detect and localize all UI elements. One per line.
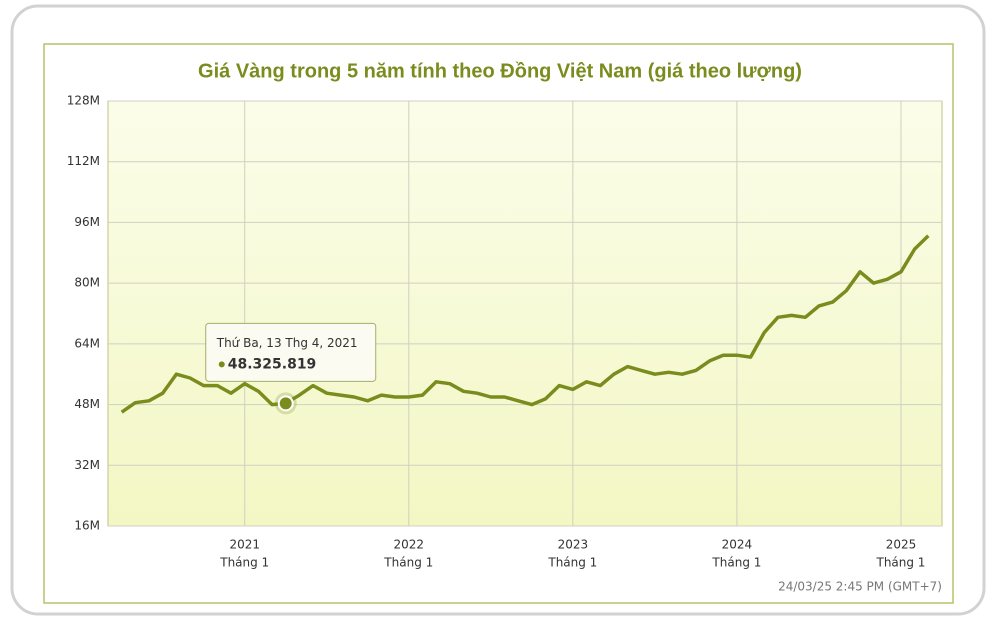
x-tick-label: 2024 <box>722 538 753 552</box>
x-tick-label: 2025 <box>886 538 917 552</box>
tooltip-point <box>277 395 294 412</box>
tooltip-label: Thứ Ba, 13 Thg 4, 2021 <box>216 336 358 350</box>
plot-area <box>107 100 943 527</box>
y-tick-label: 128M <box>67 94 100 108</box>
x-tick-sublabel: Tháng 1 <box>711 556 761 570</box>
x-tick-sublabel: Tháng 1 <box>383 556 433 570</box>
x-tick-sublabel: Tháng 1 <box>219 556 269 570</box>
y-tick-label: 96M <box>74 215 100 229</box>
footer: 24/03/25 2:45 PM (GMT+7) <box>778 580 942 594</box>
tooltip-box <box>205 322 377 382</box>
x-tick-label: 2023 <box>558 538 589 552</box>
x-tick-sublabel: Tháng 1 <box>547 556 597 570</box>
tooltip-bullet <box>218 361 225 368</box>
y-tick-label: 48M <box>74 397 100 411</box>
y-tick-label: 80M <box>74 276 100 290</box>
y-tick-label: 112M <box>67 154 100 168</box>
line-series <box>120 234 930 414</box>
y-tick-label: 64M <box>74 336 100 350</box>
x-tick-sublabel: Tháng 1 <box>875 556 925 570</box>
chart-title: Giá Vàng trong 5 năm tính theo Đồng Việt… <box>198 60 802 82</box>
x-tick-label: 2021 <box>229 538 260 552</box>
tooltip-value: 48.325.819 <box>228 356 317 372</box>
y-tick-label: 16M <box>74 519 100 533</box>
y-tick-label: 32M <box>74 458 100 472</box>
x-tick-label: 2022 <box>394 538 425 552</box>
